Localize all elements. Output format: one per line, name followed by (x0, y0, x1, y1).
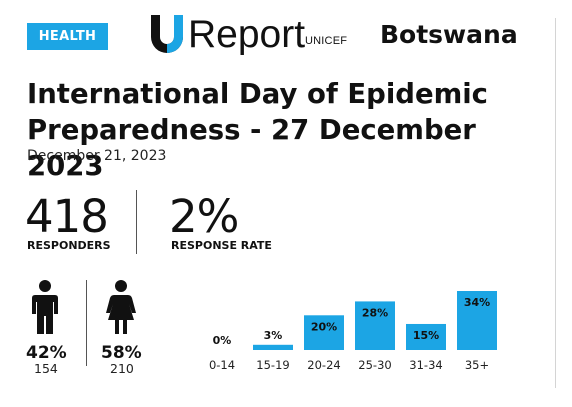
bar-value-label: 20% (311, 320, 337, 333)
bar-value-label: 0% (213, 334, 232, 347)
poll-date: December 21, 2023 (27, 148, 167, 164)
u-logo-icon (151, 15, 183, 53)
gender-divider (86, 280, 87, 366)
male-person-icon (32, 280, 58, 334)
page-title: International Day of Epidemic Preparedne… (27, 76, 547, 184)
age-category-label: 31-34 (409, 358, 442, 372)
bar-15-19 (253, 344, 293, 350)
female-person-icon (106, 280, 136, 334)
bar-20-24 (304, 315, 344, 350)
age-category-label: 25-30 (358, 358, 391, 372)
bar-value-label: 15% (413, 329, 439, 342)
stats-divider (136, 190, 137, 254)
country-name: Botswana (380, 20, 518, 49)
bar-35+ (457, 291, 497, 350)
logo-wordmark: Report (188, 13, 306, 56)
responders-value: 418 (25, 190, 109, 243)
bar-value-label: 3% (264, 329, 283, 342)
bar-31-34 (406, 323, 446, 350)
male-count: 154 (34, 361, 58, 376)
bar-value-label: 34% (464, 296, 490, 309)
age-category-label: 35+ (465, 358, 489, 372)
bar-value-label: 28% (362, 306, 388, 319)
age-category-label: 15-19 (256, 358, 289, 372)
age-category-label: 20-24 (307, 358, 340, 372)
right-divider (555, 18, 556, 388)
age-distribution-chart: 0% 0-14 3% 15-19 20% 20-24 28% 25-30 15% 31-34 34%… (209, 291, 497, 372)
title-line-1: International Day of Epidemic (27, 78, 488, 110)
responders-label: RESPONDERS (27, 239, 111, 252)
age-category-label: 0-14 (209, 358, 235, 372)
title-line-2: Preparedness - 27 December 2023 (27, 114, 476, 182)
response-rate-label: RESPONSE RATE (171, 239, 272, 252)
female-count: 210 (110, 361, 134, 376)
logo-org: UNICEF (305, 35, 348, 47)
category-badge[interactable]: HEALTH (27, 23, 108, 50)
female-percent: 58% (101, 343, 142, 363)
male-percent: 42% (26, 343, 67, 363)
bar-25-30 (355, 301, 395, 350)
response-rate-value: 2% (169, 190, 239, 243)
